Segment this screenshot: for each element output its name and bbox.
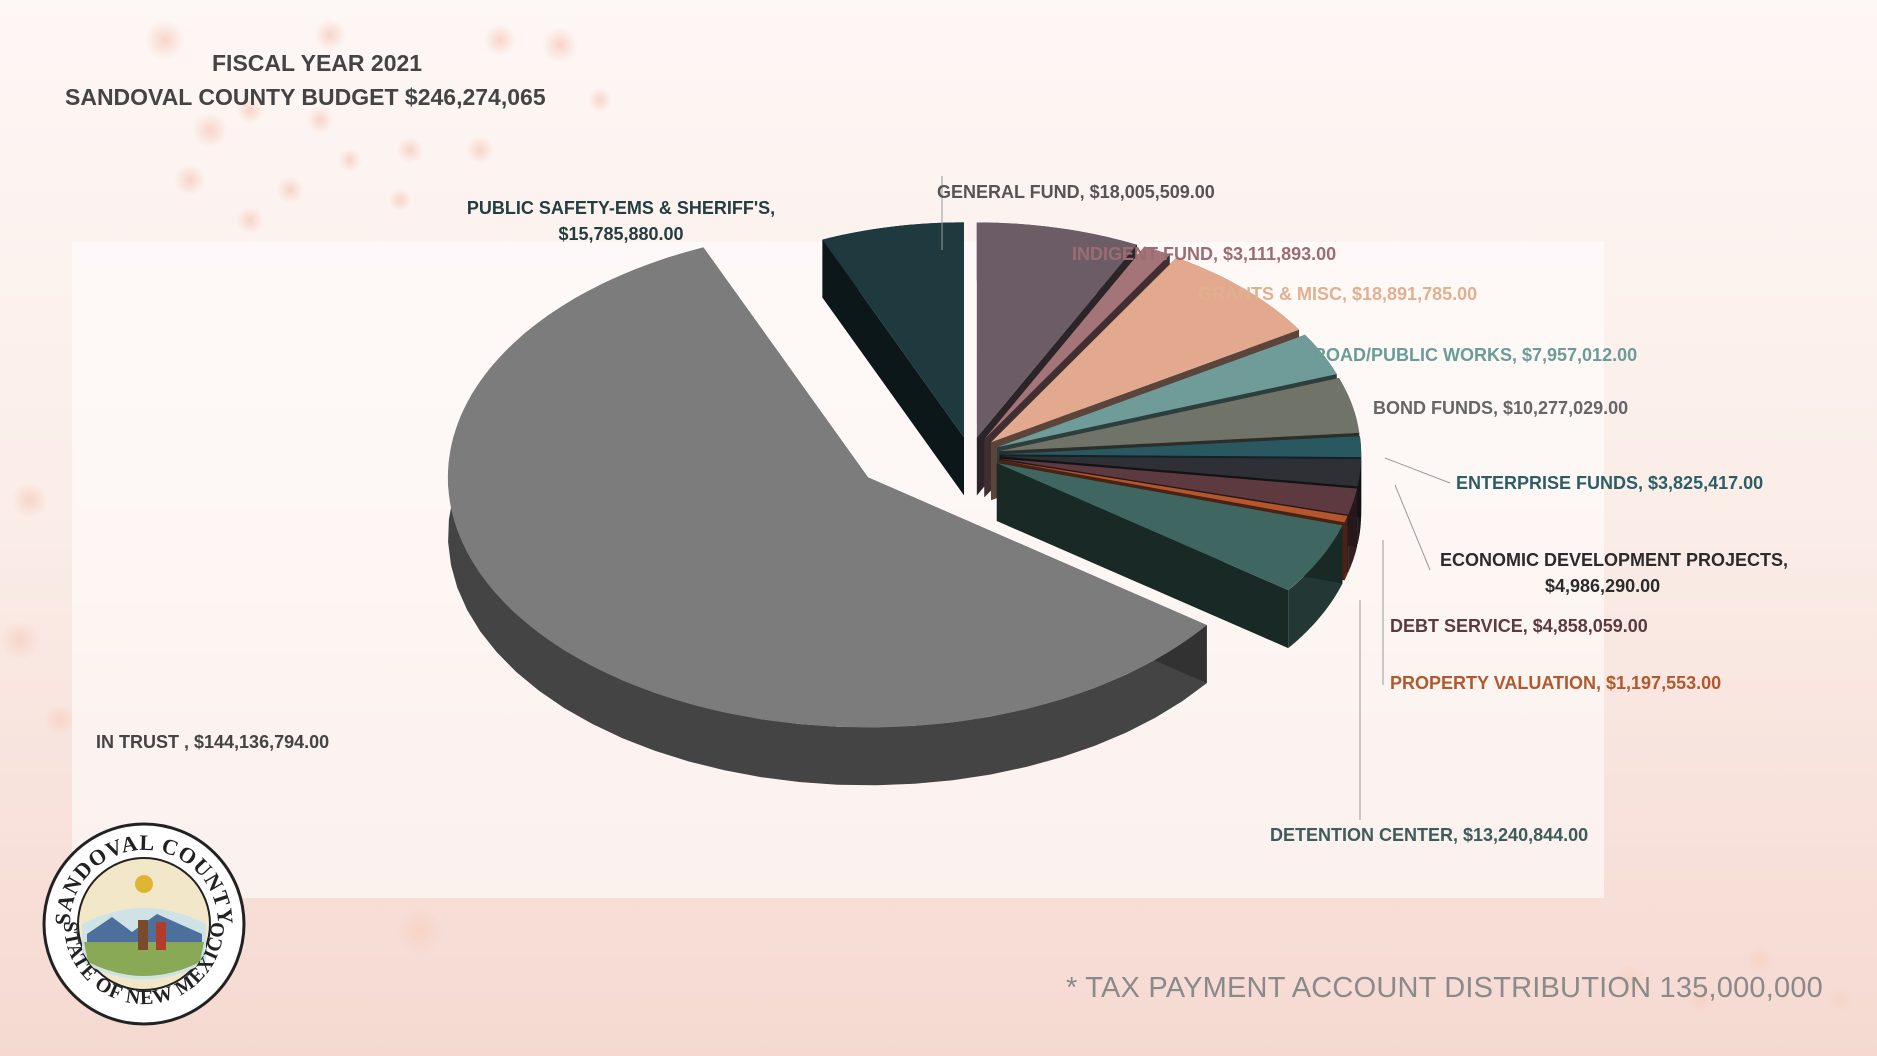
- slice-label-1: INDIGENT FUND, $3,111,893.00: [1072, 244, 1336, 264]
- pie-slices: [447, 222, 1362, 786]
- pie-slice-10: [447, 247, 1207, 786]
- slice-label-2: GRANTS & MISC, $18,891,785.00: [1198, 284, 1477, 304]
- pie-slice-top: [822, 222, 964, 438]
- background-dot: [1686, 986, 1714, 1014]
- pie-slice-top: [997, 334, 1337, 448]
- slice-label-6: ECONOMIC DEVELOPMENT PROJECTS, $4,986,290…: [1440, 550, 1788, 596]
- background-dot: [1746, 946, 1774, 974]
- pie-labels: GENERAL FUND, $18,005,509.00 INDIGENT FUN…: [96, 182, 1788, 845]
- background-dot: [466, 136, 494, 164]
- background-dot: [236, 206, 264, 234]
- pie-slice-top: [999, 458, 1358, 515]
- background-dot: [396, 136, 424, 164]
- slice-label-4: BOND FUNDS, $10,277,029.00: [1373, 398, 1628, 418]
- pie-slice-top: [991, 257, 1299, 443]
- pie-slice-top: [999, 456, 1362, 487]
- background-dots: [0, 19, 1852, 1014]
- background-dot: [542, 27, 578, 63]
- slice-label-5: ENTERPRISE FUNDS, $3,825,417.00: [1456, 473, 1763, 493]
- county-seal-logo: SANDOVAL COUNTY STATE OF NEW MEXICO: [42, 822, 246, 1026]
- pie-slice-top: [999, 378, 1360, 452]
- leader-lines: [941, 176, 1451, 820]
- background-dot: [12, 482, 48, 518]
- background-dot: [396, 906, 444, 954]
- background-dot: [44, 704, 76, 736]
- pie-slice-top: [998, 459, 1348, 523]
- pie-slice-top: [996, 463, 1343, 591]
- background-dot: [192, 112, 228, 148]
- tax-distribution-footnote: * TAX PAYMENT ACCOUNT DISTRIBUTION 135,0…: [1066, 972, 1823, 1004]
- slice-label-11: PUBLIC SAFETY-EMS & SHERIFF'S, $15,785,88…: [467, 198, 775, 244]
- background-dot: [276, 176, 304, 204]
- background-dot: [314, 19, 346, 51]
- background-dot: [0, 620, 40, 660]
- background-dot: [588, 88, 612, 112]
- chart-title-line2: SANDOVAL COUNTY BUDGET $246,274,065: [65, 84, 546, 110]
- slice-label-3: ROAD/PUBLIC WORKS, $7,957,012.00: [1313, 345, 1637, 365]
- pie-slice-top: [999, 436, 1362, 458]
- pie-slice-11: [822, 222, 964, 496]
- slice-label-7: DEBT SERVICE, $4,858,059.00: [1390, 616, 1648, 636]
- chart-title-line1: FISCAL YEAR 2021: [212, 50, 423, 76]
- pie-slice-top: [984, 246, 1170, 440]
- slice-label-9: DETENTION CENTER, $13,240,844.00: [1270, 825, 1588, 845]
- slice-label-8: PROPERTY VALUATION, $1,197,553.00: [1390, 673, 1721, 693]
- background-dot: [1828, 988, 1852, 1012]
- background-dot: [388, 188, 412, 212]
- background-dot: [174, 164, 206, 196]
- pie-slice-9: [996, 463, 1343, 649]
- background-dot: [236, 96, 264, 124]
- slice-label-0: GENERAL FUND, $18,005,509.00: [937, 182, 1215, 202]
- background-dot: [145, 20, 185, 60]
- background-dot: [484, 24, 516, 56]
- background-dot: [1614, 964, 1646, 996]
- leader-line: [1384, 457, 1451, 484]
- slice-label-10: IN TRUST , $144,136,794.00: [96, 732, 329, 752]
- background-dot: [338, 148, 362, 172]
- pie-slice-top: [447, 247, 1207, 728]
- leader-line: [1394, 484, 1431, 571]
- pie-slice-top: [976, 222, 1137, 438]
- background-dot: [306, 106, 334, 134]
